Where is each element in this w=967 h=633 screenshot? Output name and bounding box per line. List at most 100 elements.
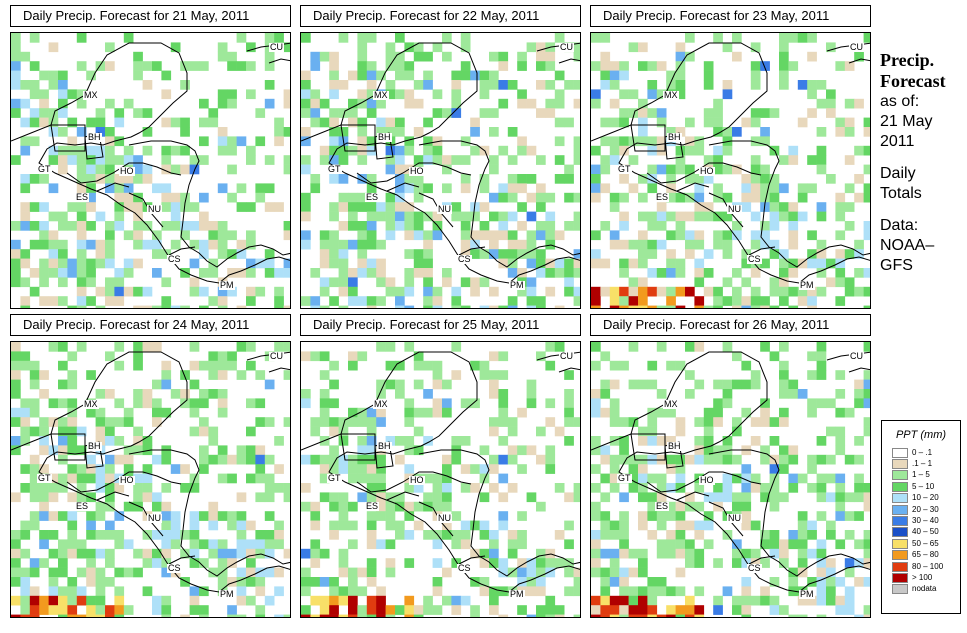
precip-cell: [395, 286, 405, 297]
precip-cell: [489, 351, 499, 362]
precip-cell: [161, 155, 172, 165]
precip-cell: [741, 464, 752, 474]
precip-cell: [479, 305, 490, 308]
precip-cell: [423, 501, 433, 512]
precip-cell: [460, 595, 471, 606]
precip-cell: [863, 221, 870, 231]
precip-cell: [489, 286, 499, 297]
precip-cell: [854, 286, 864, 297]
precip-cell: [274, 614, 284, 617]
precip-cell: [39, 605, 49, 615]
precip-cell: [807, 249, 817, 259]
precip-cell: [274, 117, 284, 128]
precip-cell: [348, 239, 358, 250]
precip-cell: [609, 70, 620, 81]
precip-cell: [854, 473, 864, 484]
precip-cell: [432, 605, 443, 615]
country-label-cu: CU: [559, 351, 574, 361]
side-title-line2: Forecast: [880, 71, 946, 91]
precip-cell: [835, 296, 846, 306]
precip-cell: [573, 136, 580, 147]
precip-cell: [20, 360, 31, 371]
precip-cell: [20, 211, 31, 222]
precip-cell: [152, 407, 162, 418]
precip-cell: [442, 492, 452, 503]
precip-cell: [385, 520, 396, 531]
precip-cell: [591, 605, 601, 615]
precip-cell: [788, 577, 799, 587]
precip-cell: [470, 605, 480, 615]
precip-cell: [227, 558, 237, 568]
precip-cell: [319, 145, 330, 156]
precip-cell: [376, 595, 386, 606]
precip-cell: [619, 511, 629, 521]
precip-cell: [264, 249, 275, 259]
precip-cell: [95, 249, 106, 259]
precip-cell: [460, 221, 471, 231]
precip-cell: [638, 211, 648, 222]
precip-cell: [647, 436, 658, 446]
precip-cell: [442, 398, 452, 409]
precip-cell: [142, 108, 153, 118]
precip-cell: [591, 389, 601, 399]
precip-cell: [863, 230, 870, 241]
precip-cell: [58, 558, 68, 568]
precip-cell: [348, 605, 358, 615]
precip-cell: [826, 89, 836, 100]
precip-cell: [319, 230, 330, 241]
precip-cell: [807, 370, 817, 380]
precip-cell: [29, 136, 40, 147]
precip-cell: [319, 436, 330, 446]
precip-cell: [48, 296, 59, 306]
precip-cell: [385, 501, 396, 512]
precip-cell: [423, 605, 433, 615]
precip-cell: [619, 417, 629, 427]
precip-cell: [29, 239, 40, 250]
precip-cell: [236, 202, 247, 212]
precip-cell: [199, 249, 209, 259]
precip-cell: [526, 42, 537, 53]
precip-cell: [779, 183, 789, 194]
precip-cell: [264, 473, 275, 484]
precip-cell: [573, 51, 580, 62]
precip-cell: [517, 558, 527, 568]
precip-cell: [760, 398, 770, 409]
precip-cell: [114, 530, 125, 540]
precip-cell: [619, 548, 629, 559]
precip-cell: [123, 268, 134, 278]
precip-cell: [863, 577, 870, 587]
precip-cell: [442, 530, 452, 540]
precip-cell: [95, 595, 106, 606]
precip-cell: [647, 379, 658, 390]
precip-cell: [507, 258, 518, 269]
precip-cell: [227, 192, 237, 203]
precip-cell: [835, 268, 846, 278]
precip-cell: [423, 249, 433, 259]
precip-cell: [854, 389, 864, 399]
precip-cell: [713, 127, 723, 137]
legend-label: > 100: [912, 572, 933, 582]
precip-cell: [123, 501, 134, 512]
precip-cell: [619, 174, 629, 184]
precip-cell: [656, 61, 667, 71]
precip-cell: [600, 567, 611, 578]
precip-cell: [498, 51, 509, 62]
precip-cell: [741, 445, 752, 456]
precip-cell: [517, 89, 527, 100]
precip-cell: [536, 614, 546, 617]
precip-cell: [675, 164, 686, 175]
precip-cell: [217, 127, 228, 137]
precip-cell: [479, 174, 490, 184]
precip-cell: [114, 586, 125, 597]
precip-cell: [609, 595, 620, 606]
precip-cell: [142, 145, 153, 156]
precip-cell: [769, 239, 780, 250]
precip-cell: [470, 520, 480, 531]
precip-cell: [142, 286, 153, 297]
precip-cell: [329, 445, 339, 456]
precip-cell: [479, 80, 490, 90]
precip-cell: [329, 258, 339, 269]
precip-cell: [826, 567, 836, 578]
country-label-nu: NU: [437, 513, 452, 523]
precip-cell: [656, 117, 667, 128]
